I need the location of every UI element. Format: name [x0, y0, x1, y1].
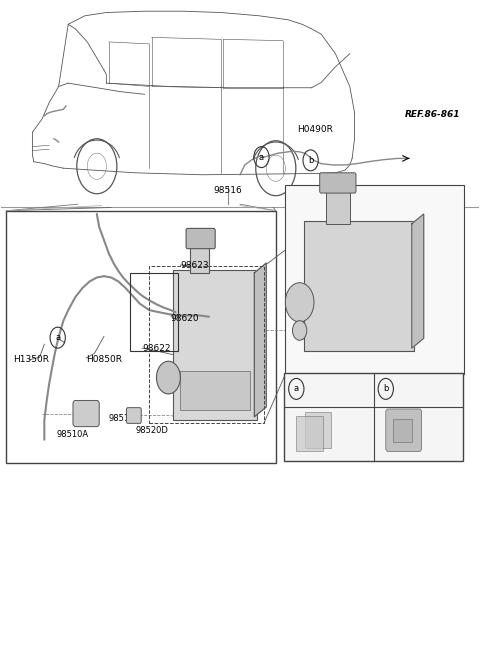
Text: 98970: 98970 — [311, 384, 341, 394]
Circle shape — [296, 322, 308, 339]
Text: 98520D: 98520D — [135, 426, 168, 435]
FancyBboxPatch shape — [313, 409, 340, 445]
Text: b: b — [308, 156, 313, 165]
FancyBboxPatch shape — [173, 269, 257, 420]
FancyBboxPatch shape — [285, 185, 464, 374]
Text: a: a — [55, 333, 60, 342]
Text: REF.91-915: REF.91-915 — [359, 286, 414, 295]
Text: H0850R: H0850R — [86, 355, 122, 365]
FancyBboxPatch shape — [326, 191, 350, 224]
FancyBboxPatch shape — [126, 407, 141, 423]
FancyBboxPatch shape — [305, 412, 331, 448]
Polygon shape — [412, 214, 424, 348]
Text: H1350R: H1350R — [13, 355, 49, 365]
Circle shape — [285, 283, 314, 322]
Text: 98610: 98610 — [309, 328, 338, 338]
Text: 11281: 11281 — [343, 315, 369, 324]
Text: b: b — [383, 384, 388, 394]
FancyBboxPatch shape — [320, 173, 356, 193]
Text: a: a — [259, 152, 264, 162]
Text: 98620: 98620 — [171, 313, 199, 323]
FancyBboxPatch shape — [393, 419, 412, 442]
FancyBboxPatch shape — [73, 401, 99, 426]
FancyBboxPatch shape — [180, 371, 250, 410]
Text: H0490R: H0490R — [297, 125, 333, 134]
Text: 98622: 98622 — [142, 344, 171, 353]
FancyBboxPatch shape — [186, 229, 215, 249]
Circle shape — [292, 321, 307, 340]
FancyBboxPatch shape — [284, 373, 463, 461]
FancyBboxPatch shape — [296, 415, 323, 451]
Text: 98510A: 98510A — [56, 430, 88, 439]
Polygon shape — [254, 263, 266, 417]
Text: 98623: 98623 — [180, 261, 209, 269]
Text: 81199: 81199 — [400, 384, 431, 394]
Text: 98515A: 98515A — [109, 413, 141, 422]
Text: REF.86-861: REF.86-861 — [405, 110, 460, 119]
Circle shape — [156, 361, 180, 394]
Text: 1125AD: 1125AD — [343, 330, 376, 339]
FancyBboxPatch shape — [190, 247, 209, 273]
FancyBboxPatch shape — [386, 409, 421, 451]
FancyBboxPatch shape — [304, 221, 414, 351]
Text: 98516: 98516 — [214, 186, 242, 195]
Text: a: a — [294, 384, 299, 394]
